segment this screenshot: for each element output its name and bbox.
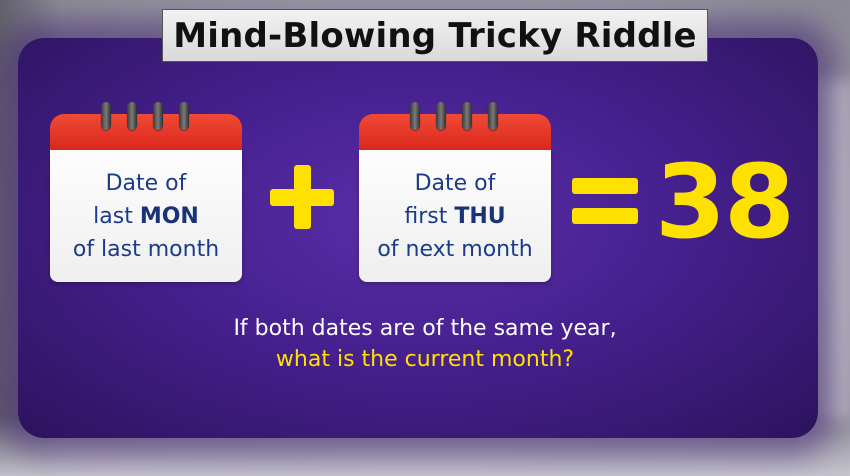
title-banner: Mind-Blowing Tricky Riddle (162, 9, 708, 62)
calendar-ring (462, 102, 472, 130)
calendar-left-line1: Date of (105, 170, 187, 196)
calendar-right-weekday: THU (454, 203, 506, 229)
calendar-right-line2-prefix: first (404, 203, 455, 229)
plus-vertical-bar (294, 165, 311, 229)
result-value: 38 (655, 143, 795, 262)
calendar-header (359, 114, 551, 152)
question-line2: what is the current month? (275, 347, 575, 372)
page-title: Mind-Blowing Tricky Riddle (173, 15, 697, 56)
equals-icon (572, 178, 638, 226)
calendar-ring (410, 102, 420, 130)
calendar-right-line1: Date of (414, 170, 496, 196)
calendar-left-weekday: MON (139, 203, 199, 229)
calendar-ring (153, 102, 163, 130)
calendar-ring (179, 102, 189, 130)
plus-icon (270, 165, 334, 229)
equals-top-bar (572, 178, 638, 194)
calendar-ring (488, 102, 498, 130)
calendar-header (50, 114, 242, 152)
calendar-ring (436, 102, 446, 130)
calendar-ring (127, 102, 137, 130)
equals-bottom-bar (572, 208, 638, 224)
calendar-icon-left: Date of last MON of last month (50, 102, 242, 282)
calendar-left-line2: last MON (93, 200, 199, 233)
calendar-right-line3: of next month (377, 236, 533, 262)
calendar-page: Date of first THU of next month (359, 150, 551, 282)
calendar-icon-right: Date of first THU of next month (359, 102, 551, 282)
question-line1: If both dates are of the same year, (233, 316, 617, 341)
calendar-left-line2-prefix: last (93, 203, 140, 229)
calendar-ring (101, 102, 111, 130)
calendar-left-line3: of last month (72, 236, 220, 262)
calendar-page: Date of last MON of last month (50, 150, 242, 282)
calendar-right-line2: first THU (404, 200, 505, 233)
